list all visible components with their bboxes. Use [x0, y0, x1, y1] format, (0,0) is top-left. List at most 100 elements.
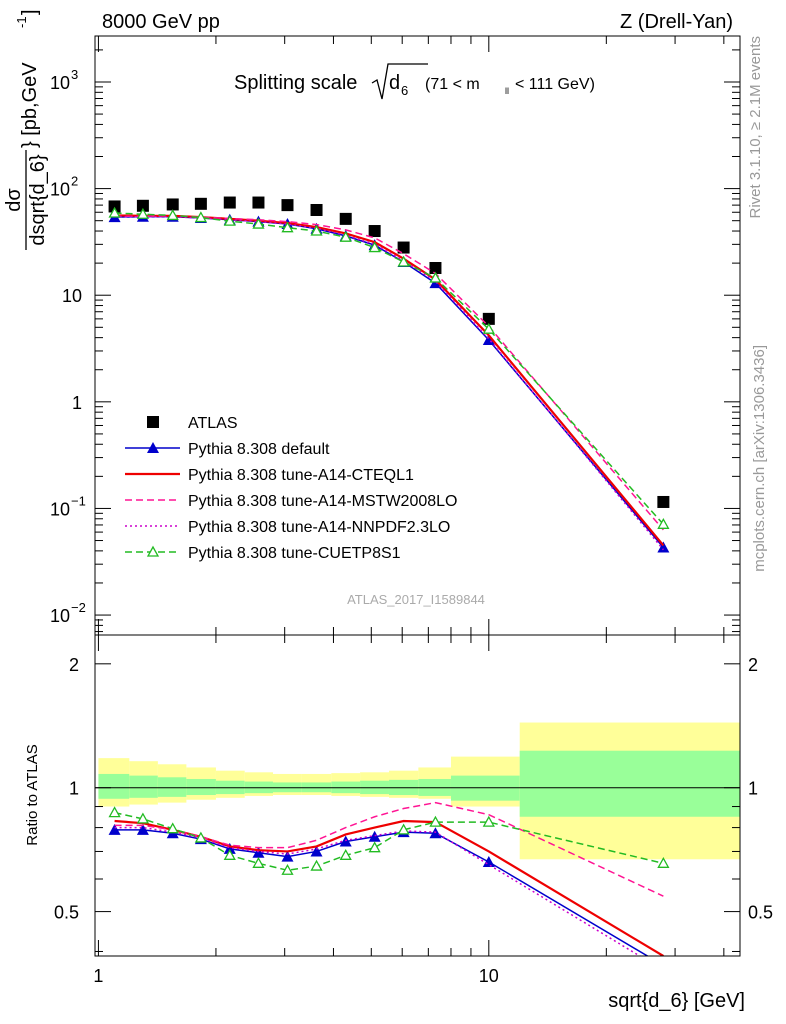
y-label-exp: -1	[14, 16, 29, 28]
top-series-point	[108, 206, 121, 218]
y-label-unit-text: } [pb,GeV	[19, 62, 41, 148]
ratio-series-point	[194, 831, 207, 843]
side-label-top: Rivet 3.1.10, ≥ 2.1M events	[747, 36, 764, 219]
ratio-frame	[94, 634, 741, 957]
top-series-point	[397, 255, 410, 267]
ratio-band-green	[186, 778, 216, 796]
top-series-point	[136, 207, 150, 219]
top-series-point	[136, 199, 149, 212]
ratio-series-point	[281, 863, 294, 875]
y-tick-exp: −1	[71, 493, 86, 508]
ratio-series-point	[281, 850, 294, 862]
top-series-point	[397, 241, 410, 254]
ratio-series-point	[310, 845, 323, 857]
legend-label: Pythia 8.308 tune-CUETP8S1	[188, 545, 401, 562]
top-series	[108, 196, 670, 553]
ratio-y-tick-label: 2	[69, 655, 79, 675]
ratio-series-4	[108, 806, 670, 875]
ratio-series-point	[482, 855, 495, 867]
top-series-point	[108, 200, 121, 213]
y-tick-exp: 3	[71, 67, 78, 82]
ratio-series-point	[252, 846, 265, 858]
top-series-point	[482, 334, 495, 346]
ratio-band-green	[129, 775, 158, 798]
header-right: Z (Drell-Yan)	[620, 11, 733, 33]
header-left: 8000 GeV pp	[102, 11, 220, 33]
top-series-3	[114, 215, 664, 531]
ratio-series-point	[368, 830, 381, 842]
top-series-point	[252, 217, 265, 229]
y-label-num: dσ	[3, 188, 25, 212]
top-series-point	[482, 322, 495, 334]
legend-marker	[147, 416, 159, 428]
legend-label: Pythia 8.308 default	[188, 441, 330, 458]
ratio-series-point	[108, 823, 121, 835]
title-d: d	[389, 72, 400, 94]
ratio-y-tick-label: 1	[69, 779, 79, 799]
side-label-bottom: mcplots.cern.ch [arXiv:1306.3436]	[751, 345, 768, 572]
ratio-series-point	[136, 812, 150, 824]
top-series-point	[223, 196, 236, 209]
ratio-band-green	[157, 777, 187, 797]
ratio-y-tick-label: 0.5	[54, 903, 79, 923]
top-series-line	[114, 215, 664, 531]
y-tick-label: 10	[50, 499, 70, 519]
top-series-point	[281, 199, 294, 212]
ratio-y-tick-label-right: 1	[748, 779, 758, 799]
x-tick-label: 10	[479, 966, 499, 986]
legend-marker	[147, 442, 159, 453]
legend-label: ATLAS	[188, 415, 238, 432]
top-series-point	[166, 198, 179, 211]
y-tick-label: 1	[72, 393, 82, 413]
title-range-end: < 111 GeV)	[515, 76, 595, 93]
top-series-point	[368, 241, 381, 253]
top-series-point	[482, 312, 495, 325]
legend-entry: Pythia 8.308 default	[125, 441, 330, 458]
plot-title-main: Splitting scale	[234, 72, 357, 94]
y-tick-exp: −2	[71, 600, 86, 615]
title-sub: 6	[401, 83, 408, 98]
y-label-unit: } [pb,GeV	[19, 62, 41, 148]
ratio-series-3	[114, 826, 642, 956]
legend: ATLAS Pythia 8.308 default Pythia 8.308 tu…	[125, 415, 457, 562]
legend-entry: Pythia 8.308 tune-A14-NNPDF2.3LO	[125, 519, 450, 536]
ratio-series-line	[114, 829, 649, 956]
ratio-series-line	[114, 826, 642, 956]
y-tick-exp: 2	[71, 174, 78, 189]
ratio-series-2	[114, 801, 664, 897]
top-series-point	[223, 214, 236, 226]
title-sqrt-sign	[371, 63, 428, 100]
legend-label: Pythia 8.308 tune-A14-MSTW2008LO	[188, 493, 457, 510]
y-tick-label: 10	[50, 73, 70, 93]
top-series-point	[339, 230, 352, 242]
top-series-point	[657, 517, 670, 529]
ratio-y-tick-label-right: 0.5	[748, 903, 773, 923]
ratio-series-point	[368, 841, 381, 853]
top-series-point	[657, 541, 670, 553]
ratio-series	[108, 801, 670, 956]
ratio-series-point	[108, 806, 121, 818]
ratio-y-tick-label-right: 2	[748, 655, 758, 675]
legend-entry: ATLAS	[147, 415, 238, 432]
ratio-series-point	[136, 823, 149, 835]
top-series-point	[429, 261, 442, 274]
ratio-y-label: Ratio to ATLAS	[24, 744, 41, 845]
top-series-point	[252, 196, 265, 209]
top-series-point	[429, 271, 442, 283]
y-tick-label: 10	[62, 286, 82, 306]
top-series-line	[114, 212, 664, 525]
ratio-series-point	[310, 859, 323, 871]
ratio-series-line	[114, 811, 664, 872]
legend-entry: Pythia 8.308 tune-A14-CTEQL1	[125, 467, 414, 484]
ratio-bands	[98, 722, 740, 860]
top-series-point	[194, 211, 207, 223]
title-range-start: (71 < m	[425, 76, 480, 93]
y-axis-label: dσ dsqrt{d_6} } [pb,GeV -1 ]	[3, 9, 49, 250]
top-series-point	[194, 197, 207, 210]
y-label-close: ]	[19, 9, 41, 15]
legend-entry: Pythia 8.308 tune-CUETP8S1	[125, 545, 401, 562]
x-axis-label: sqrt{d_6} [GeV]	[608, 990, 745, 1012]
legend-entry: Pythia 8.308 tune-A14-MSTW2008LO	[125, 493, 457, 510]
